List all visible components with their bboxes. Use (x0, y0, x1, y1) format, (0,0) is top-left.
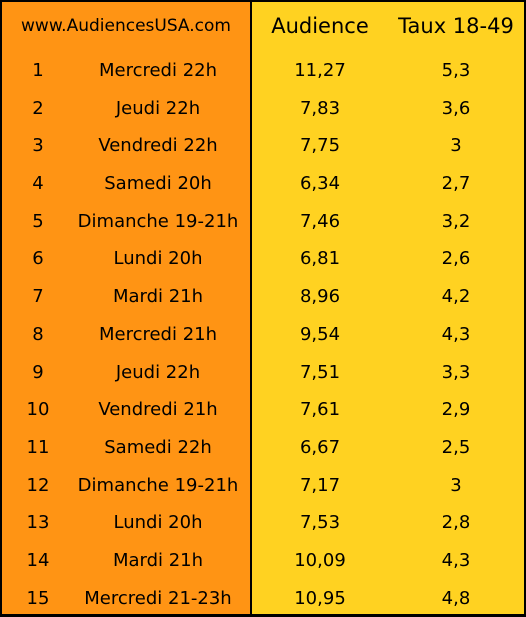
row-rate: 4,2 (441, 286, 471, 308)
row-day: Mercredi 21h (98, 323, 218, 345)
row-audience: 6,34 (299, 173, 341, 195)
row-day: Dimanche 19-21h (77, 210, 239, 232)
row-audience: 10,09 (294, 549, 346, 571)
row-day: Jeudi 22h (115, 361, 201, 383)
row-rank: 15 (26, 587, 50, 609)
table-row: 3 Vendredi 22h 7,75 3 (2, 127, 524, 165)
table-row: 4 Samedi 20h 6,34 2,7 (2, 165, 524, 203)
row-rate: 3 (450, 474, 462, 496)
row-rate: 3,6 (441, 97, 471, 119)
row-rank: 4 (32, 173, 44, 195)
row-day: Vendredi 21h (98, 399, 218, 421)
row-audience: 7,53 (299, 512, 341, 534)
row-rank: 14 (26, 549, 50, 571)
table-row: 5 Dimanche 19-21h 7,46 3,2 (2, 203, 524, 241)
row-day: Mercredi 21-23h (84, 587, 232, 609)
row-day: Jeudi 22h (115, 97, 201, 119)
row-rank: 3 (32, 135, 44, 157)
table-row: 10 Vendredi 21h 7,61 2,9 (2, 391, 524, 429)
row-audience: 6,67 (299, 436, 341, 458)
row-rate: 4,3 (441, 323, 471, 345)
row-day: Lundi 20h (113, 248, 203, 270)
row-audience: 7,61 (299, 399, 341, 421)
row-rate: 3 (450, 135, 462, 157)
table-body: 1 Mercredi 22h 11,27 5,3 2 Jeudi 22h 7,83 3,6 3 V… (2, 52, 524, 617)
row-rank: 6 (32, 248, 44, 270)
row-audience: 7,75 (299, 135, 341, 157)
row-audience: 8,96 (299, 286, 341, 308)
column-divider (250, 2, 252, 614)
row-day: Samedi 22h (104, 436, 212, 458)
row-rate: 2,5 (441, 436, 471, 458)
row-rate: 2,6 (441, 248, 471, 270)
row-audience: 7,51 (299, 361, 341, 383)
table-row: 8 Mercredi 21h 9,54 4,3 (2, 316, 524, 354)
right-column-background (252, 2, 524, 614)
row-rank: 8 (32, 323, 44, 345)
row-rank: 11 (26, 436, 50, 458)
table-row: 7 Mardi 21h 8,96 4,2 (2, 278, 524, 316)
row-audience: 7,46 (299, 210, 341, 232)
row-day: Mardi 21h (112, 549, 204, 571)
row-audience: 6,81 (299, 248, 341, 270)
row-audience: 7,83 (299, 97, 341, 119)
table-row: 12 Dimanche 19-21h 7,17 3 (2, 467, 524, 505)
row-rank: 12 (26, 474, 50, 496)
row-day: Samedi 20h (104, 173, 212, 195)
row-rank: 5 (32, 210, 44, 232)
row-rate: 3,2 (441, 210, 471, 232)
row-rank: 7 (32, 286, 44, 308)
row-day: Mardi 21h (112, 286, 204, 308)
row-rate: 3,3 (441, 361, 471, 383)
row-day: Dimanche 19-21h (77, 474, 239, 496)
row-audience: 9,54 (299, 323, 341, 345)
row-rank: 9 (32, 361, 44, 383)
row-day: Mercredi 22h (98, 60, 218, 81)
table-row: 14 Mardi 21h 10,09 4,3 (2, 542, 524, 580)
header-rate: Taux 18-49 (398, 14, 514, 38)
row-rank: 10 (26, 399, 50, 421)
row-day: Lundi 20h (113, 512, 203, 534)
left-column-background (2, 2, 250, 614)
table-row: 9 Jeudi 22h 7,51 3,3 (2, 354, 524, 392)
row-rate: 4,8 (441, 587, 471, 609)
row-audience: 7,17 (299, 474, 341, 496)
row-rate: 5,3 (441, 60, 471, 81)
row-day: Vendredi 22h (98, 135, 218, 157)
table-row: 6 Lundi 20h 6,81 2,6 (2, 240, 524, 278)
table-row: 11 Samedi 22h 6,67 2,5 (2, 429, 524, 467)
table-row: 13 Lundi 20h 7,53 2,8 (2, 504, 524, 542)
row-rank: 2 (32, 97, 44, 119)
row-audience: 10,95 (294, 587, 346, 609)
row-rate: 4,3 (441, 549, 471, 571)
row-rate: 2,8 (441, 512, 471, 534)
row-audience: 11,27 (294, 60, 346, 81)
row-rank: 13 (26, 512, 50, 534)
row-rate: 2,7 (441, 173, 471, 195)
table-row: 2 Jeudi 22h 7,83 3,6 (2, 90, 524, 128)
table-row: 15 Mercredi 21-23h 10,95 4,8 (2, 580, 524, 617)
row-rate: 2,9 (441, 399, 471, 421)
table-row: 1 Mercredi 22h 11,27 5,3 (2, 52, 524, 90)
header-site: www.AudiencesUSA.com (21, 16, 231, 36)
row-rank: 1 (32, 60, 44, 81)
header-audience: Audience (271, 14, 369, 38)
